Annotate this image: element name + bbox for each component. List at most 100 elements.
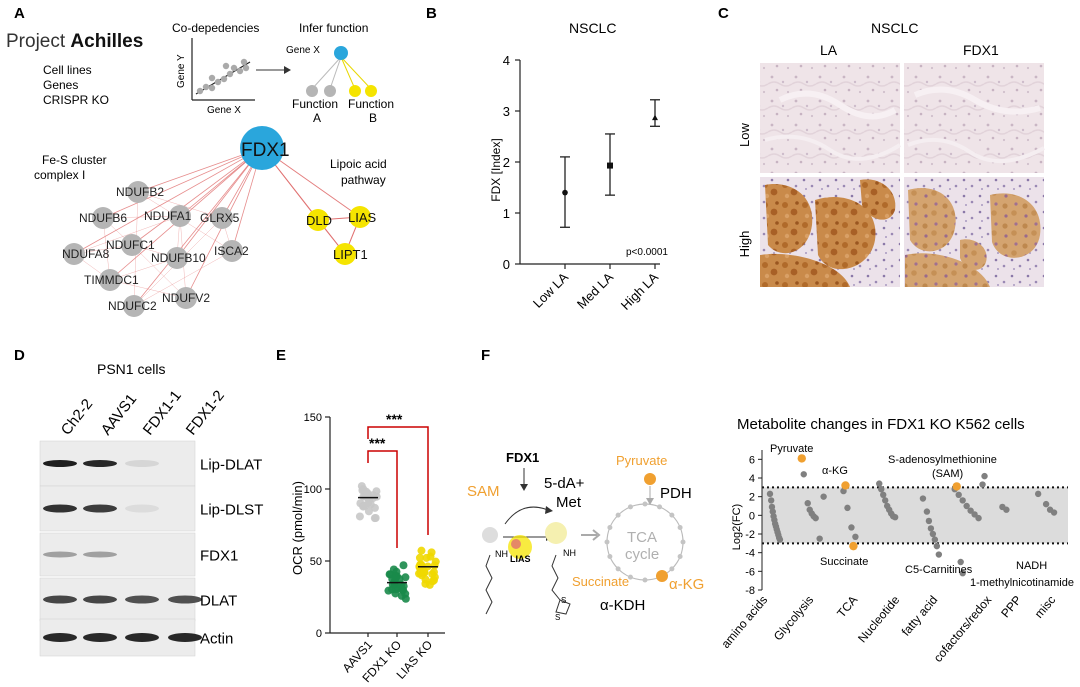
codep-point-4 (220, 75, 228, 83)
lipoylated-node (545, 522, 567, 544)
chart-e-point-2-12 (417, 546, 426, 555)
chart-f-point-49 (979, 481, 986, 488)
chart-e-sig-bracket-1 (367, 450, 398, 548)
node-label-ndufa8: NDUFA8 (62, 247, 110, 261)
chart-f-point-19 (816, 535, 823, 542)
edge-fes-1-2 (102, 215, 181, 219)
chart-f-point-55 (1034, 490, 1042, 498)
lipoyl-chain-left (485, 554, 493, 615)
chart-f-ytick-label-0: -8 (745, 585, 755, 597)
blot-band-4-0 (43, 633, 77, 642)
chart-f-plot: -8 -6 -4 -2 0 2 4 6 Pyruvate α-KG Succinate S-adeno… (718, 443, 1074, 665)
lipoyl-chain-right (551, 554, 561, 601)
chart-e-sig-label-2: *** (386, 411, 403, 427)
chart-e-point-2-25 (425, 580, 434, 589)
node-label-isca2: ISCA2 (214, 244, 249, 258)
chart-e-point-1-21 (401, 594, 410, 603)
chart-f-point-0 (766, 490, 774, 498)
chart-e-ytick-label-3: 150 (304, 412, 322, 424)
node-dld (307, 209, 329, 231)
chart-e-point-2-19 (431, 557, 440, 566)
pathway-lias: LIAS (510, 554, 531, 564)
lane-label-0: Ch2-2 (58, 396, 97, 439)
akg-dot (656, 570, 668, 582)
blot-band-3-0 (43, 595, 77, 604)
node-label-ndufb10: NDUFB10 (151, 251, 206, 265)
chart-f-point-48 (975, 514, 982, 522)
node-label-lias: LIAS (348, 210, 377, 225)
node-label-lipt1: LIPT1 (333, 247, 368, 262)
node-ndufv2 (175, 287, 197, 309)
chart-f-point-52 (959, 570, 966, 577)
tca-ring-dot-10 (615, 512, 621, 518)
panel-c-letter: C (718, 5, 729, 22)
tca-ring-dot-13 (657, 504, 663, 510)
chart-e-ytick-label-2: 100 (304, 484, 322, 496)
pathway-diagram: FDX1 SAM 5-dA+ Met NH LIAS NH S S (467, 450, 704, 622)
node-label-ndufc1: NDUFC1 (106, 238, 155, 252)
chart-f-ytick-label-4: 0 (749, 510, 755, 522)
chart-e-ytick-label-0: 0 (316, 628, 322, 640)
chart-b-xlabel-2: High LA (618, 269, 662, 313)
infer-edge-a1 (311, 56, 342, 90)
chart-f-point-14 (804, 500, 811, 507)
node-glrx5 (211, 207, 233, 229)
chart-f-point-18 (812, 514, 819, 522)
chart-f-xlabel-1: Glycolysis (771, 593, 816, 643)
node-ndufb6 (92, 207, 114, 229)
fes-label-2: complex I (34, 168, 85, 182)
chart-f-xlabel-2: TCA (834, 593, 860, 620)
codep-point-1 (202, 83, 210, 91)
blot-band-2-1 (83, 551, 117, 558)
panel-c-row-high: High (737, 231, 752, 258)
ihc-high-fdx1-image (904, 177, 1044, 287)
blot-band-4-1 (83, 633, 117, 642)
node-label-ndufc2: NDUFC2 (108, 299, 157, 313)
chart-f-highlight-2 (849, 541, 858, 551)
infer-title: Infer function (299, 21, 368, 35)
panel-a: A Project Achilles Cell lines Genes CRIS… (6, 5, 394, 317)
pathway-pdh: PDH (660, 485, 692, 502)
chart-b-ytick-label-3: 3 (503, 104, 510, 119)
panel-c-col-fdx1: FDX1 (963, 42, 999, 58)
chart-e-point-1-25 (388, 580, 397, 589)
chart-e-point-0-10 (355, 512, 364, 521)
chart-e-point-0-24 (362, 492, 371, 501)
chart-f-point-45 (963, 502, 970, 510)
chart-e-point-1-14 (384, 586, 393, 595)
logo-bold-text: Achilles (70, 31, 143, 52)
chart-f-point-58 (1050, 509, 1058, 516)
chart-f-point-20 (820, 493, 827, 500)
chart-b-xlabel-1: Med LA (574, 269, 617, 312)
chart-f-highlight-label-2: Succinate (820, 556, 868, 568)
ihc-low-fdx1-image (904, 63, 1045, 173)
lias-fes-cluster (511, 539, 521, 549)
blot-band-0-2 (125, 460, 159, 467)
node-label-ndufv2: NDUFV2 (162, 291, 210, 305)
chart-b-mean-1 (607, 162, 613, 169)
chart-f-ytick-label-7: 6 (749, 454, 755, 466)
infer-arrow-head (284, 66, 291, 74)
node-ndufb2 (127, 181, 149, 203)
chart-f-ylabel: Log2(FC) (731, 504, 743, 550)
fes-label-1: Fe-S cluster (42, 153, 107, 167)
node-ndufa1 (169, 205, 191, 227)
edge-hub-ndufc1 (131, 147, 263, 246)
blot-label-3: DLAT (200, 593, 237, 610)
function-b-label-2: B (369, 111, 377, 125)
lane-label-2: FDX1-1 (140, 387, 185, 438)
node-isca2 (221, 240, 243, 262)
tca-ring-dot-8 (604, 539, 610, 545)
edge-hub-ndufa8 (73, 147, 263, 255)
chart-e-ylabel: OCR (pmol/min) (290, 481, 305, 575)
codep-point-6 (230, 64, 238, 72)
edge-hub-ndufb10 (176, 147, 263, 259)
panel-f: F FDX1 SAM 5-dA+ Met NH LIAS NH S S (467, 347, 1074, 665)
sam-curved-arrow-head (545, 506, 553, 514)
blot-band-3-1 (83, 595, 117, 604)
tca-label-1: TCA (627, 529, 657, 546)
codep-point-7 (236, 67, 244, 75)
chart-b-plot: 0 1 2 3 4 Low LA Med LA High LA (503, 53, 662, 313)
blot-band-3-2 (125, 595, 159, 604)
tca-ring-dot-1 (677, 554, 683, 560)
